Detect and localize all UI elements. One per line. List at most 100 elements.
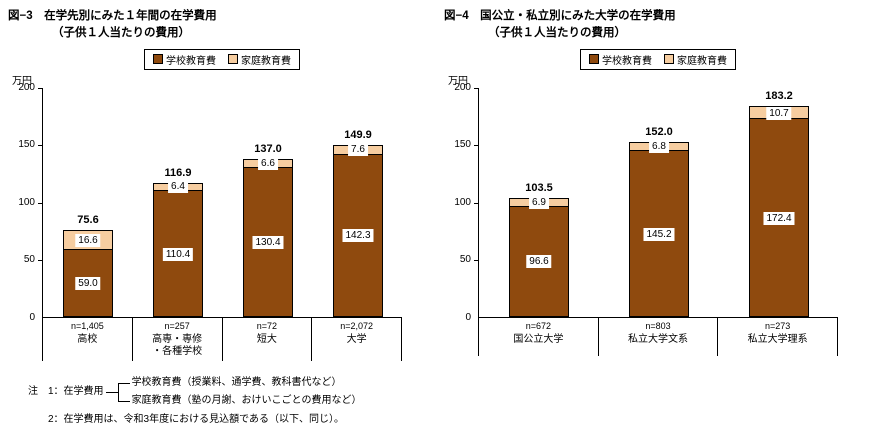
bracket-connector-icon	[104, 374, 132, 410]
school-value-label: 96.6	[526, 254, 552, 268]
legend-box: 学校教育費 家庭教育費	[580, 48, 736, 70]
y-axis-tick-label: 200	[18, 81, 35, 93]
y-axis-unit-label: 万円	[12, 75, 32, 87]
home-value-label: 16.6	[75, 233, 101, 247]
category-name-line: 大学	[346, 333, 367, 345]
y-axis-tick-mark	[38, 202, 43, 204]
school-value-label: 145.2	[643, 227, 675, 241]
plot-wrap: 万円 0 50 100 150 200 103.5 96.6 6.9 152.0 145.2 6.8…	[444, 70, 868, 323]
y-axis-tick-label: 100	[454, 196, 471, 208]
home-swatch-icon	[228, 54, 238, 64]
note-home-definition: 家庭教育費（塾の月謝、おけいこごとの費用など）	[131, 395, 362, 406]
school-value-label: 172.4	[763, 211, 795, 225]
school-value-label: 142.3	[342, 228, 374, 242]
category-name-line: 国公立大学	[513, 333, 564, 345]
legend-item-school: 学校教育費	[589, 52, 652, 67]
chart-title-line1: 図−4 国公立・私立別にみた大学の在学費用	[444, 10, 676, 22]
sample-size-label: n=803	[645, 320, 671, 331]
legend-item-home: 家庭教育費	[664, 52, 727, 67]
sample-size-label: n=72	[256, 320, 278, 331]
y-axis-tick-mark	[38, 145, 43, 146]
legend-school-label: 学校教育費	[166, 55, 216, 67]
y-axis-tick-label: 200	[454, 81, 471, 93]
note-1: 注 1：在学費用 学校教育費（授業料、通学費、教科書代など） 家庭教育費（塾の月…	[28, 374, 361, 410]
y-axis-tick-mark	[38, 260, 43, 261]
bar-slot: 103.5 96.6 6.9	[479, 88, 599, 317]
y-axis-tick-mark	[474, 87, 479, 89]
y-axis-tick-label: 150	[454, 139, 471, 150]
chart-panel-fig3: 図−3 在学先別にみた１年間の在学費用 （子供１人当たりの費用） 学校教育費 家…	[8, 8, 432, 361]
total-value-label: 137.0	[254, 142, 282, 155]
y-axis-tick-label: 0	[29, 311, 35, 323]
school-swatch-icon	[153, 54, 163, 64]
category-name-line: 私立大学理系	[747, 333, 808, 345]
legend: 学校教育費 家庭教育費	[478, 48, 838, 70]
category-name-line: 高校	[77, 333, 98, 345]
y-axis-tick-label: 50	[459, 254, 471, 265]
notes: 注 1：在学費用 学校教育費（授業料、通学費、教科書代など） 家庭教育費（塾の月…	[28, 374, 361, 428]
sample-size-label: n=257	[164, 320, 190, 331]
y-axis-tick-label: 50	[23, 254, 35, 265]
chart-title: 図−3 在学先別にみた１年間の在学費用 （子供１人当たりの費用）	[8, 8, 432, 43]
y-axis-tick-mark	[474, 145, 479, 146]
total-value-label: 183.2	[765, 89, 793, 102]
sample-size-label: n=1,405	[70, 320, 104, 331]
home-value-label: 10.7	[766, 106, 792, 120]
chart-title-line1: 図−3 在学先別にみた１年間の在学費用	[8, 10, 217, 22]
plot-wrap: 万円 0 50 100 150 200 75.6 59.0 16.6 116.9 110.4 6.4…	[8, 70, 432, 323]
note-2: 2：在学費用は、令和3年度における見込額である（以下、同じ）。	[48, 414, 345, 425]
category-name-label: 高専・専修 ・各種学校	[134, 334, 221, 358]
bar-slot: 149.9 142.3 7.6	[313, 88, 403, 317]
home-value-label: 6.4	[168, 179, 188, 193]
sample-size-label: n=2,072	[340, 320, 374, 331]
category-table: n=1,405 高校 n=257 高専・専修 ・各種学校 n=72 短大 n=2,072 大学	[42, 317, 402, 361]
home-value-label: 6.9	[529, 195, 549, 209]
y-axis-tick-label: 150	[18, 139, 35, 150]
category-cell: n=803 私立大学文系	[599, 317, 719, 356]
home-swatch-icon	[664, 54, 674, 64]
category-name-line: 高専・専修	[152, 333, 203, 345]
plot-area: 0 50 100 150 200 103.5 96.6 6.9 152.0 145.2 6.8 183…	[454, 82, 839, 323]
y-axis-tick-label: 0	[465, 311, 471, 323]
legend-home-label: 家庭教育費	[677, 55, 727, 67]
bar-slot: 183.2 172.4 10.7	[719, 88, 839, 317]
chart-title-line2: （子供１人当たりの費用）	[52, 27, 190, 40]
chart-panel-fig4: 図−4 国公立・私立別にみた大学の在学費用 （子供１人当たりの費用） 学校教育費…	[444, 8, 868, 356]
home-value-label: 6.6	[258, 156, 278, 170]
chart-title-line2: （子供１人当たりの費用）	[488, 27, 626, 40]
school-swatch-icon	[589, 54, 599, 64]
category-name-label: 私立大学文系	[600, 334, 717, 346]
y-axis-tick-mark	[474, 260, 479, 261]
home-value-label: 7.6	[348, 142, 368, 156]
category-cell: n=2,072 大学	[312, 317, 402, 361]
category-name-label: 大学	[313, 334, 400, 346]
bar-slot: 152.0 145.2 6.8	[599, 88, 719, 317]
sample-size-label: n=672	[525, 320, 551, 331]
sample-size-label: n=273	[765, 320, 791, 331]
category-name-line: 私立大学文系	[628, 333, 688, 345]
category-name-line: ・各種学校	[152, 345, 203, 357]
category-name-line: 短大	[256, 333, 277, 345]
category-name-label: 私立大学理系	[719, 334, 836, 346]
category-name-label: 短大	[224, 334, 311, 346]
category-cell: n=672 国公立大学	[479, 317, 599, 356]
category-cell: n=273 私立大学理系	[718, 317, 839, 356]
y-axis-tick-mark	[38, 87, 43, 89]
legend-school-label: 学校教育費	[602, 55, 652, 67]
chart-title: 図−4 国公立・私立別にみた大学の在学費用 （子供１人当たりの費用）	[444, 8, 868, 43]
legend-box: 学校教育費 家庭教育費	[144, 48, 300, 70]
category-cell: n=1,405 高校	[43, 317, 133, 361]
note-1-prefix: 注 1：在学費用	[28, 386, 104, 397]
category-table: n=672 国公立大学 n=803 私立大学文系 n=273 私立大学理系	[478, 317, 839, 356]
home-value-label: 6.8	[649, 139, 669, 153]
school-value-label: 59.0	[75, 276, 101, 290]
note-school-definition: 学校教育費（授業料、通学費、教科書代など）	[131, 377, 342, 388]
total-value-label: 75.6	[77, 213, 99, 226]
category-name-label: 高校	[44, 334, 131, 346]
total-value-label: 103.5	[525, 181, 553, 194]
y-axis-tick-label: 100	[18, 196, 35, 208]
y-axis-unit-label: 万円	[448, 75, 468, 87]
bar-slot: 75.6 59.0 16.6	[43, 88, 133, 317]
total-value-label: 152.0	[645, 125, 673, 138]
